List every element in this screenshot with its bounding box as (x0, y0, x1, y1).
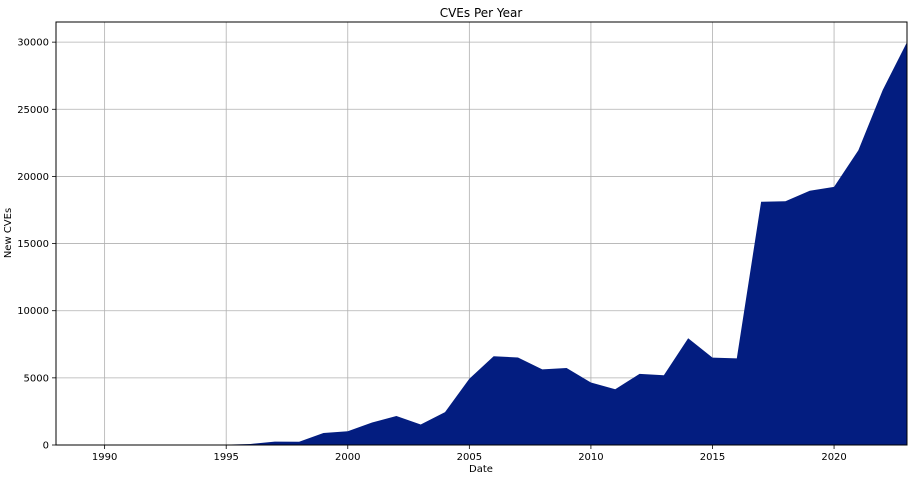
axes: 1990 1995 2000 2005 2010 2015 2020 0 5000 10000 15… (17, 21, 908, 463)
data-point (711, 357, 713, 359)
data-point (371, 421, 373, 423)
x-tick-label: 2005 (457, 452, 482, 463)
data-point (444, 411, 446, 413)
data-point (833, 186, 835, 188)
data-point (736, 357, 738, 359)
x-tick-label: 2020 (821, 452, 846, 463)
data-point (663, 374, 665, 376)
data-point (517, 356, 519, 358)
chart-title: CVEs Per Year (440, 6, 523, 20)
data-point (639, 373, 641, 375)
y-tick-label: 20000 (17, 172, 49, 183)
data-point (566, 367, 568, 369)
y-tick-label: 30000 (17, 38, 49, 49)
data-point (274, 441, 276, 443)
plot-frame (55, 21, 908, 446)
data-point (395, 415, 397, 417)
data-point (590, 382, 592, 384)
y-tick-label: 10000 (17, 306, 49, 317)
data-point (493, 355, 495, 357)
y-tick-label: 25000 (17, 105, 49, 116)
x-axis-label: Date (469, 464, 493, 475)
y-tick-label: 0 (43, 441, 49, 452)
x-tick-label: 1990 (92, 452, 117, 463)
data-point (687, 337, 689, 339)
x-tick-label: 1995 (213, 452, 238, 463)
data-point (298, 441, 300, 443)
data-point (809, 190, 811, 192)
data-point (468, 378, 470, 380)
area-fill (56, 42, 907, 446)
data-point (614, 388, 616, 390)
y-tick-label: 5000 (24, 373, 49, 384)
y-tick-label: 15000 (17, 239, 49, 250)
data-point (760, 201, 762, 203)
data-point (857, 149, 859, 151)
x-tick-label: 2010 (578, 452, 603, 463)
data-point (784, 200, 786, 202)
data-point (322, 432, 324, 434)
x-tick-label: 2015 (700, 452, 725, 463)
area-series (56, 42, 907, 446)
data-point (882, 89, 884, 91)
data-point (420, 423, 422, 425)
x-tick-label: 2000 (335, 452, 360, 463)
data-point (347, 430, 349, 432)
data-point (541, 368, 543, 370)
y-axis-label: New CVEs (3, 208, 14, 258)
